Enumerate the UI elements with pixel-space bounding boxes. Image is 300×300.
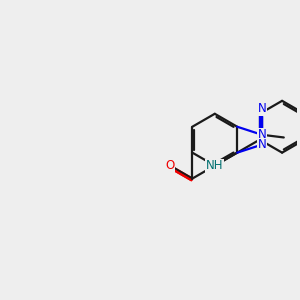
Text: O: O xyxy=(165,159,175,172)
Text: N: N xyxy=(257,138,266,151)
Text: N: N xyxy=(257,102,266,115)
Text: NH: NH xyxy=(206,159,224,172)
Text: N: N xyxy=(257,128,266,141)
